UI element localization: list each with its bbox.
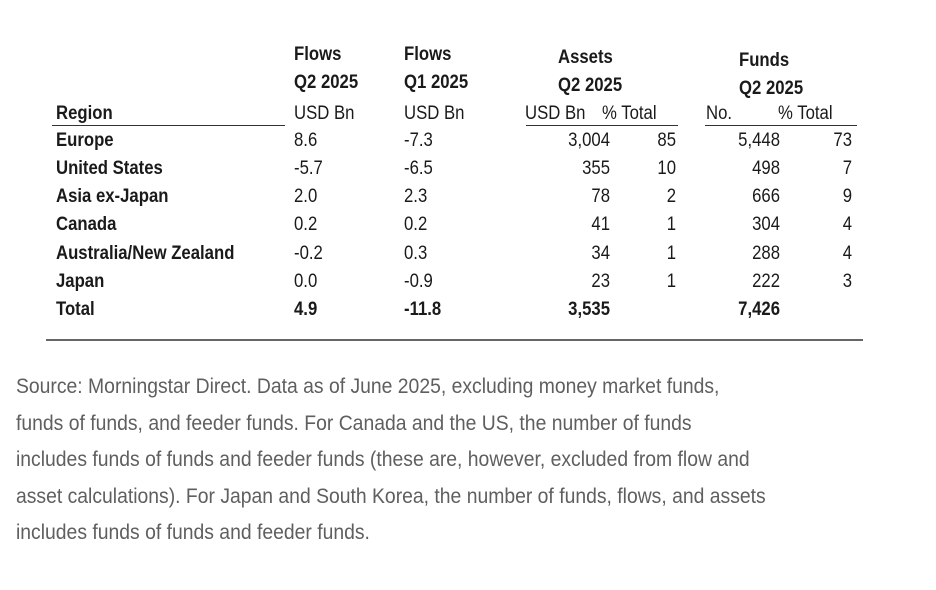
- source-line: funds of funds, and feeder funds. For Ca…: [16, 410, 692, 435]
- unit-flows-q1: USD Bn: [404, 103, 465, 124]
- assets-header-rule: [526, 125, 678, 126]
- fund-flows-table: Flows Q2 2025 Flows Q1 2025 Assets Q2 20…: [46, 44, 863, 341]
- funds-value: 666: [752, 186, 780, 207]
- assets-pct-value: 85: [657, 130, 676, 151]
- source-line: Source: Morningstar Direct. Data as of J…: [16, 374, 720, 398]
- flows-q1-value: 0.3: [404, 243, 428, 264]
- region-label: United States: [56, 158, 163, 179]
- total-flows-q1: -11.8: [404, 299, 442, 320]
- assets-pct-value: 1: [666, 243, 676, 264]
- flows-q2-value: -0.2: [294, 243, 323, 264]
- flows-q2-value: 8.6: [294, 130, 318, 151]
- assets-pct-value: 1: [666, 271, 676, 292]
- header-funds-line2: Q2 2025: [739, 78, 804, 99]
- flows-q1-value: 0.2: [404, 214, 428, 235]
- source-line: includes funds of funds and feeder funds…: [16, 447, 750, 471]
- table-bottom-rule: [46, 339, 863, 341]
- unit-assets-usd: USD Bn: [525, 103, 586, 124]
- region-label: Asia ex-Japan: [56, 186, 169, 207]
- header-flows-q2-line1: Flows: [294, 44, 342, 65]
- region-label: Australia/New Zealand: [56, 243, 235, 264]
- header-assets-line2: Q2 2025: [558, 75, 623, 96]
- flows-q2-value: 0.0: [294, 271, 318, 292]
- funds-value: 498: [752, 158, 780, 179]
- region-label: Canada: [56, 214, 117, 235]
- assets-value: 78: [591, 186, 610, 207]
- assets-value: 3,004: [568, 130, 610, 151]
- header-assets-line1: Assets: [558, 47, 613, 68]
- funds-value: 5,448: [738, 130, 780, 151]
- flows-q1-value: -0.9: [404, 271, 433, 292]
- assets-value: 23: [591, 271, 610, 292]
- flows-q1-value: 2.3: [404, 186, 428, 207]
- assets-pct-value: 2: [666, 186, 676, 207]
- source-line: includes funds of funds and feeder funds…: [16, 520, 370, 544]
- total-flows-q2: 4.9: [294, 299, 318, 320]
- funds-pct-value: 9: [842, 186, 852, 207]
- funds-value: 288: [752, 243, 780, 264]
- header-region: Region: [56, 103, 113, 124]
- flows-q1-value: -6.5: [404, 158, 433, 179]
- funds-pct-value: 3: [842, 271, 852, 292]
- unit-funds-pct: % Total: [778, 103, 833, 124]
- flows-q2-value: 2.0: [294, 186, 318, 207]
- flows-q1-value: -7.3: [404, 130, 433, 151]
- flows-q2-value: -5.7: [294, 158, 323, 179]
- total-label: Total: [56, 299, 95, 320]
- funds-header-rule: [705, 125, 857, 126]
- region-label: Japan: [56, 271, 105, 292]
- region-label: Europe: [56, 130, 114, 151]
- assets-pct-value: 1: [666, 214, 676, 235]
- flows-q2-value: 0.2: [294, 214, 318, 235]
- funds-pct-value: 73: [833, 130, 852, 151]
- unit-funds-no: No.: [706, 103, 733, 124]
- total-funds: 7,426: [738, 299, 780, 320]
- assets-value: 355: [582, 158, 610, 179]
- source-note: Source: Morningstar Direct. Data as of J…: [16, 368, 921, 551]
- source-line: asset calculations). For Japan and South…: [16, 483, 766, 508]
- header-flows-q1-line2: Q1 2025: [404, 72, 469, 93]
- header-flows-q1-line1: Flows: [404, 44, 452, 65]
- unit-flows-q2: USD Bn: [294, 103, 355, 124]
- funds-value: 304: [752, 214, 780, 235]
- header-flows-q2-line2: Q2 2025: [294, 72, 359, 93]
- assets-value: 41: [591, 214, 610, 235]
- funds-value: 222: [752, 271, 780, 292]
- unit-assets-pct: % Total: [602, 103, 657, 124]
- assets-value: 34: [591, 243, 610, 264]
- total-assets: 3,535: [568, 299, 610, 320]
- funds-pct-value: 4: [842, 214, 852, 235]
- assets-pct-value: 10: [657, 158, 676, 179]
- funds-pct-value: 7: [842, 158, 852, 179]
- header-funds-line1: Funds: [739, 50, 790, 71]
- funds-pct-value: 4: [842, 243, 852, 264]
- region-header-rule: [52, 125, 285, 126]
